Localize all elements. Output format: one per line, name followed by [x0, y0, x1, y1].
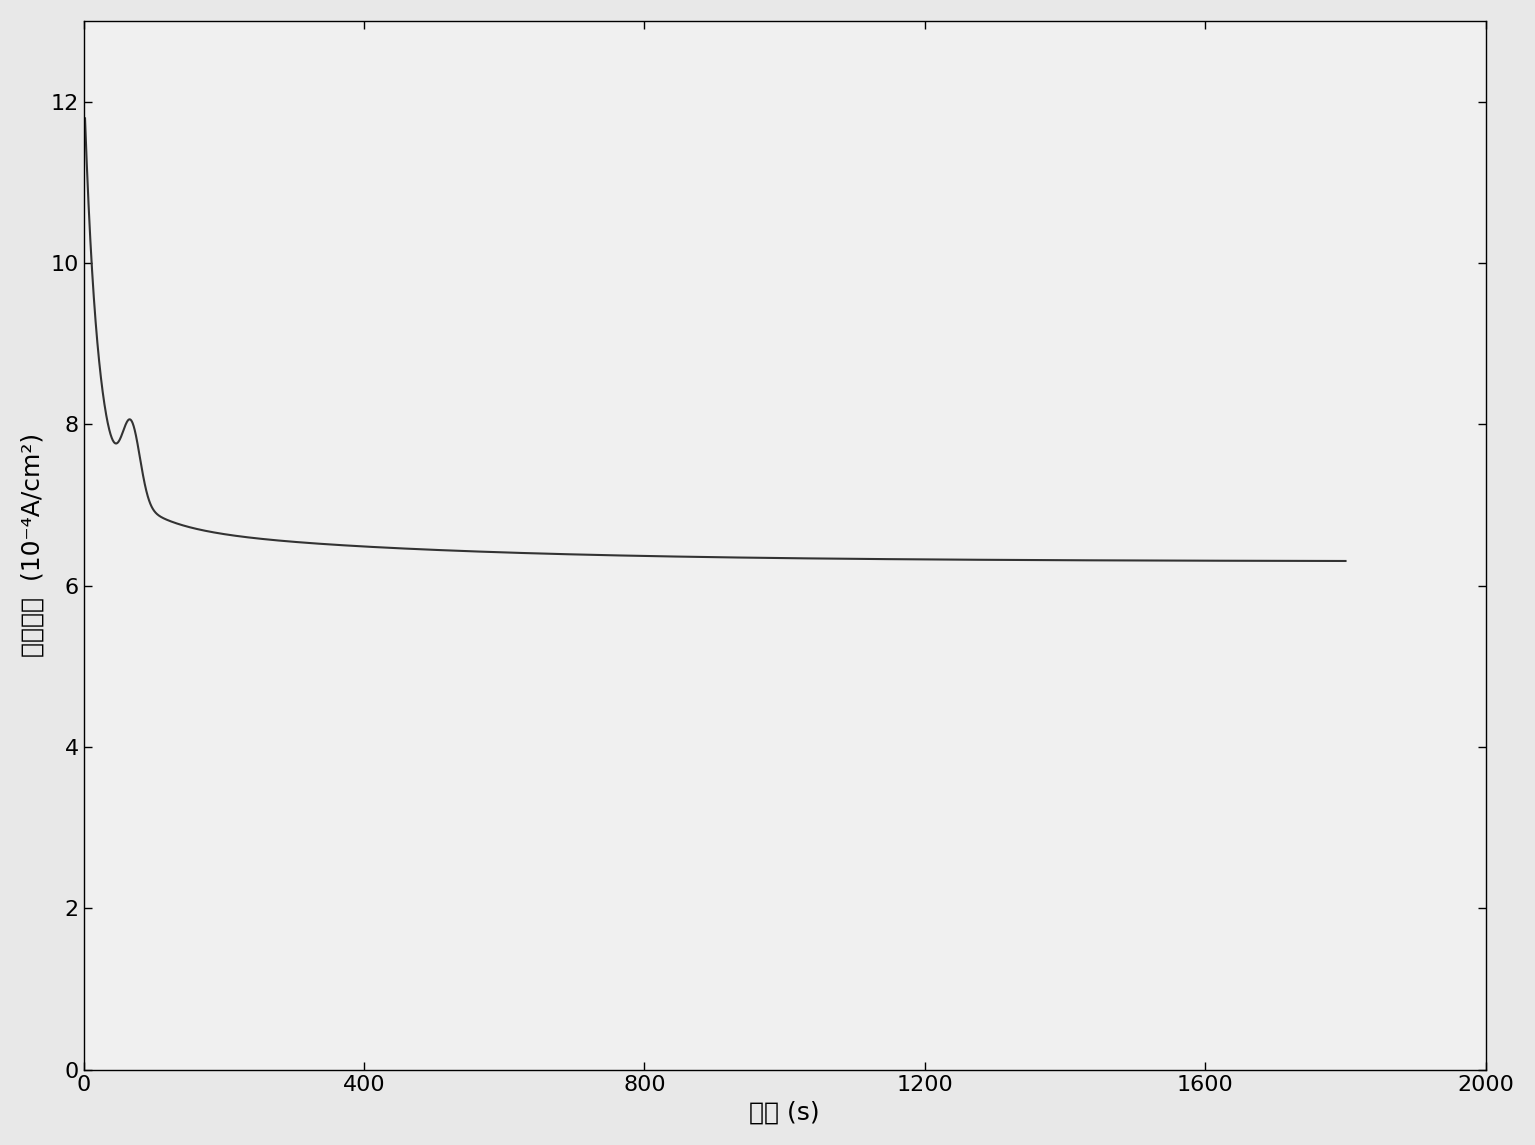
Y-axis label: 电流密度  (10⁻⁴A/cm²): 电流密度 (10⁻⁴A/cm²) — [21, 433, 45, 657]
X-axis label: 时间 (s): 时间 (s) — [749, 1100, 820, 1124]
